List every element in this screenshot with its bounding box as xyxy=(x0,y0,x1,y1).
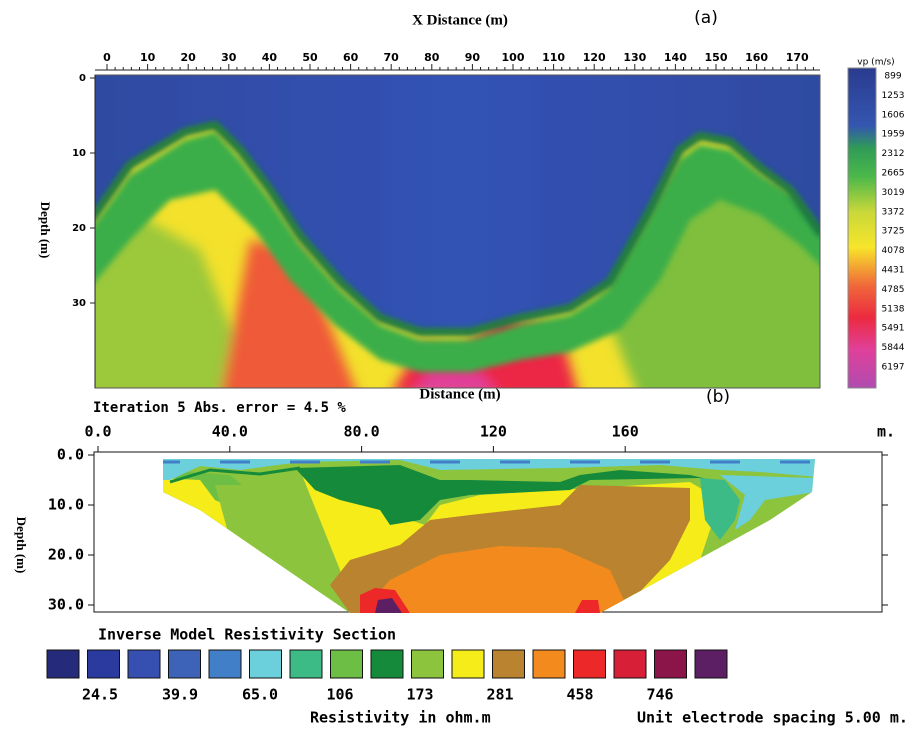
colorbar-label: 3019 xyxy=(882,188,905,198)
x-tick-label: 70 xyxy=(384,51,400,64)
x-tick-label: 110 xyxy=(542,51,565,64)
legend-label: 173 xyxy=(406,686,433,704)
legend-swatch xyxy=(532,649,566,679)
x-tick-label: 40.0 xyxy=(212,423,248,441)
y-axis-label: Depth (m) xyxy=(14,517,29,574)
colorbar-label: 899 xyxy=(884,72,901,82)
legend-swatch xyxy=(451,649,485,679)
y-axis-label: Depth (m) xyxy=(38,202,53,259)
x-tick-label: 130 xyxy=(623,51,646,64)
colorbar-label: 6197 xyxy=(882,363,905,373)
x-tick-label: 60 xyxy=(343,51,359,64)
legend-swatch xyxy=(127,649,161,679)
legend-swatch xyxy=(492,649,525,679)
legend-swatch xyxy=(168,649,201,679)
x-tick-label: 120 xyxy=(480,423,507,441)
legend-label: 458 xyxy=(566,686,593,704)
iteration-note: Iteration 5 Abs. error = 4.5 % xyxy=(93,400,346,416)
y-tick-label: 30 xyxy=(72,298,86,309)
colorbar-label: 2665 xyxy=(882,169,905,179)
legend-swatch xyxy=(208,649,242,679)
legend-label: 65.0 xyxy=(242,686,278,704)
spacing-note: Unit electrode spacing 5.00 m. xyxy=(637,709,908,727)
y-tick-label: 10.0 xyxy=(48,496,84,514)
x-unit: m. xyxy=(877,423,895,441)
legend-label: 106 xyxy=(326,686,353,704)
panel-title: X Distance (m) xyxy=(412,12,508,28)
x-tick-label: 10 xyxy=(140,51,156,64)
y-tick-label: 30.0 xyxy=(48,596,84,614)
colorbar-label: 3372 xyxy=(882,207,905,217)
x-tick-label: 170 xyxy=(786,51,809,64)
x-tick-label: 20 xyxy=(181,51,197,64)
legend-label: 746 xyxy=(646,686,673,704)
colorbar-label: 5844 xyxy=(882,343,905,353)
x-tick-label: 30 xyxy=(221,51,237,64)
x-tick-label: 0.0 xyxy=(84,423,111,441)
y-tick-label: 0.0 xyxy=(57,446,84,464)
colorbar-label: 4078 xyxy=(882,246,905,256)
panel-label: (a) xyxy=(694,8,718,28)
resistivity-section xyxy=(163,459,815,613)
x-tick-label: 120 xyxy=(583,51,606,64)
y-tick-label: 0 xyxy=(79,73,86,84)
panel-title: Distance (m) xyxy=(419,386,500,402)
x-tick-label: 90 xyxy=(465,51,481,64)
colorbar-label: 2312 xyxy=(882,149,905,159)
legend-swatch xyxy=(289,649,323,679)
y-tick-label: 10 xyxy=(72,148,86,159)
x-tick-label: 50 xyxy=(302,51,318,64)
colorbar xyxy=(847,67,877,389)
x-tick-label: 40 xyxy=(262,51,278,64)
legend-swatch xyxy=(613,649,647,679)
colorbar-label: 4431 xyxy=(882,266,905,276)
x-tick-label: 80 xyxy=(424,51,440,64)
velocity-field xyxy=(95,75,820,388)
x-tick-label: 100 xyxy=(502,51,525,64)
legend-label: 24.5 xyxy=(82,686,118,704)
legend-swatch xyxy=(694,649,728,679)
panel-label: (b) xyxy=(706,387,730,407)
x-tick-label: 150 xyxy=(705,51,728,64)
x-tick-label: 80.0 xyxy=(344,423,380,441)
section-title: Inverse Model Resistivity Section xyxy=(98,626,396,644)
x-tick-label: 140 xyxy=(664,51,687,64)
x-tick-label: 160 xyxy=(612,423,639,441)
legend-swatch xyxy=(370,649,404,679)
y-tick-label: 20 xyxy=(72,223,86,234)
colorbar-label: 1959 xyxy=(882,130,905,140)
colorbar-label: 3725 xyxy=(882,227,905,237)
legend-label: 281 xyxy=(486,686,513,704)
y-tick-label: 20.0 xyxy=(48,546,84,564)
colorbar-label: 4785 xyxy=(882,285,905,295)
x-tick-label: 0 xyxy=(103,51,111,64)
colorbar-label: 5138 xyxy=(882,304,905,314)
legend-caption: Resistivity in ohm.m xyxy=(310,709,491,727)
x-tick-label: 160 xyxy=(745,51,768,64)
legend-swatch xyxy=(573,649,606,679)
legend-swatch xyxy=(411,649,444,679)
colorbar-label: 1253 xyxy=(882,91,905,101)
legend-swatch xyxy=(46,649,80,679)
colorbar-label: 5491 xyxy=(882,324,905,334)
legend-swatch xyxy=(330,649,363,679)
colorbar-label: 1606 xyxy=(882,110,905,120)
legend-swatch xyxy=(249,649,282,679)
legend-swatch xyxy=(654,649,687,679)
legend-label: 39.9 xyxy=(162,686,198,704)
colorbar-unit: vp (m/s) xyxy=(857,58,894,68)
legend-swatch xyxy=(87,649,120,679)
